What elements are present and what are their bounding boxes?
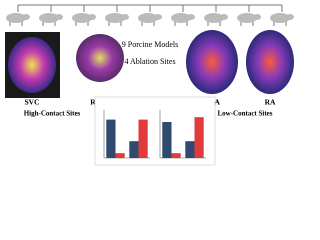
group-label: High-Contact Sites — [24, 110, 81, 118]
map-ra — [246, 30, 294, 94]
pig-tree — [17, 4, 283, 12]
bar — [171, 153, 181, 158]
bar — [106, 119, 116, 158]
map-label: RA — [265, 98, 276, 107]
map-rspv — [76, 34, 124, 82]
map-laa — [186, 30, 238, 94]
map-label: SVC — [24, 98, 39, 107]
pigs — [6, 13, 294, 26]
bar — [115, 153, 125, 158]
bar — [138, 119, 148, 158]
bar — [162, 122, 172, 158]
page: 9 Porcine Models 4 Ablation Sites SVC RS… — [5, 4, 294, 166]
bar — [185, 141, 195, 158]
bar — [129, 141, 139, 158]
bar — [194, 117, 204, 158]
models-text: 9 Porcine Models — [122, 40, 178, 49]
map-svc-heart — [8, 37, 56, 93]
figure: 9 Porcine Models 4 Ablation Sites SVC RS… — [5, 4, 294, 166]
sites-text: 4 Ablation Sites — [124, 57, 175, 66]
group-label: Low-Contact Sites — [217, 110, 272, 118]
